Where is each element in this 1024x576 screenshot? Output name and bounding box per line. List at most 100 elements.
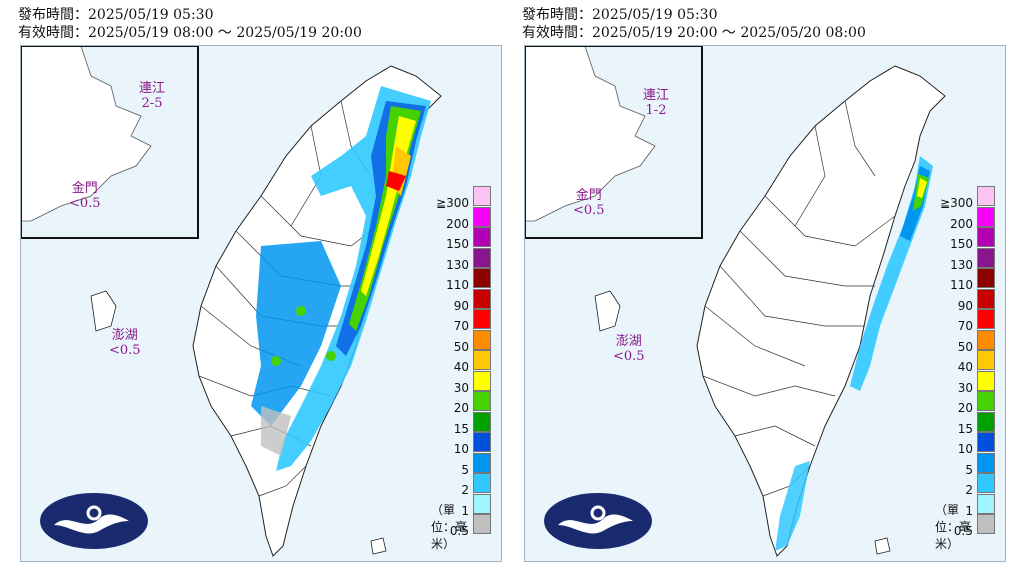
legend-row: 150: [431, 227, 491, 251]
legend-label: 30: [453, 380, 469, 395]
legend-label: 2: [965, 483, 973, 497]
legend-swatch: [977, 514, 995, 534]
legend-row: 2: [431, 473, 491, 497]
legend-label: 50: [957, 339, 973, 354]
legend-swatch: [977, 227, 995, 247]
legend-swatch: [977, 391, 995, 411]
legend-label: 20: [453, 401, 469, 415]
offshore-inset: [21, 46, 199, 239]
rainfall-map: 連江 2-5 金門 <0.5 澎湖 <0.5 ≧300 200 150 130 110 90 70…: [20, 45, 502, 562]
legend-label: 1: [461, 503, 469, 518]
legend-label: 40: [957, 360, 973, 374]
legend-swatch: [977, 268, 995, 288]
legend-row: 20: [935, 391, 995, 415]
legend-label: 70: [957, 319, 973, 333]
legend-label: 130: [446, 257, 469, 272]
rainfall-shading: [251, 86, 431, 471]
penghu-label: 澎湖 <0.5: [613, 334, 645, 364]
legend-label: 110: [446, 278, 469, 292]
color-scale: ≧300 200 150 130 110 90 70 50 40 30 20 15 10 5 2 1 0.5 （單…: [431, 186, 491, 551]
legend-label: 30: [957, 380, 973, 395]
legend-row: 130: [935, 247, 995, 272]
legend-row: 110: [935, 268, 995, 292]
legend-row: 90: [935, 288, 995, 313]
legend-row: 1: [431, 493, 491, 518]
legend-label: 0.5: [953, 524, 973, 538]
legend-row: 10: [935, 432, 995, 456]
legend-row: 70: [935, 309, 995, 333]
legend-swatch: [473, 309, 491, 329]
taiwan-island: [696, 65, 946, 557]
legend-row: 200: [935, 206, 995, 231]
legend-row: 0.5: [431, 514, 491, 538]
legend-label: 40: [453, 360, 469, 374]
legend-row: 150: [935, 227, 995, 251]
legend-swatch: [473, 329, 491, 350]
legend-swatch: [977, 493, 995, 514]
legend-label: 90: [957, 298, 973, 313]
legend-swatch: [977, 473, 995, 493]
legend-row: 110: [431, 268, 491, 292]
legend-row: 40: [431, 350, 491, 374]
legend-swatch: [977, 350, 995, 370]
legend-swatch: [977, 309, 995, 329]
legend-swatch: [977, 186, 995, 206]
taiwan-map: [21, 46, 442, 557]
legend-label: 70: [453, 319, 469, 333]
legend-label: 150: [950, 237, 973, 251]
cwa-logo-icon: [544, 493, 652, 549]
legend-label: 2: [461, 483, 469, 497]
legend-swatch: [473, 452, 491, 473]
legend-swatch: [473, 432, 491, 452]
unit-label: （單位：毫米）: [935, 503, 972, 551]
legend-label: 130: [950, 257, 973, 272]
legend-swatch: [473, 247, 491, 268]
offshore-inset: [525, 46, 703, 239]
legend-label: 200: [950, 216, 973, 231]
unit-label: （單位：毫米）: [431, 503, 468, 551]
color-scale: ≧300 200 150 130 110 90 70 50 40 30 20 15 10 5 2 1 0.5 （單…: [935, 186, 995, 551]
cwa-logo-icon: [40, 493, 148, 549]
forecast-panel-1: 發布時間：2025/05/19 05:30 有效時間：2025/05/19 08…: [18, 0, 518, 576]
panel-header: 發布時間：2025/05/19 05:30 有效時間：2025/05/19 08…: [18, 6, 362, 42]
legend-row: 0.5: [935, 514, 995, 538]
legend-label: 1: [965, 503, 973, 518]
rainfall-shading: [775, 156, 933, 551]
legend-label: 15: [453, 421, 469, 436]
legend-row: 10: [431, 432, 491, 456]
legend-swatch: [473, 206, 491, 227]
legend-label: 5: [965, 462, 973, 477]
legend-swatch: [977, 452, 995, 473]
legend-swatch: [977, 288, 995, 309]
legend-label: 20: [957, 401, 973, 415]
legend-row: 50: [935, 329, 995, 354]
valid-time: 有效時間：2025/05/19 20:00 ～ 2025/05/20 08:00: [522, 25, 866, 41]
legend-row: 30: [431, 370, 491, 395]
legend-swatch: [977, 206, 995, 227]
issue-time: 發布時間：2025/05/19 05:30: [18, 7, 214, 23]
legend-row: 40: [935, 350, 995, 374]
panel-header: 發布時間：2025/05/19 05:30 有效時間：2025/05/19 20…: [522, 6, 866, 42]
legend-row: 70: [431, 309, 491, 333]
matsu-label: 連江 1-2: [643, 88, 670, 118]
matsu-label: 連江 2-5: [139, 81, 166, 111]
legend-swatch: [473, 186, 491, 206]
legend-label: 110: [950, 278, 973, 292]
legend-swatch: [473, 514, 491, 534]
forecast-panel-2: 發布時間：2025/05/19 05:30 有效時間：2025/05/19 20…: [522, 0, 1022, 576]
legend-label: 200: [446, 216, 469, 231]
legend-label: 0.5: [449, 524, 469, 538]
legend-row: 90: [431, 288, 491, 313]
legend-label: 10: [453, 442, 469, 456]
legend-swatch: [977, 329, 995, 350]
legend-row: 20: [431, 391, 491, 415]
legend-label: 10: [957, 442, 973, 456]
legend-row: 1: [935, 493, 995, 518]
penghu-label: 澎湖 <0.5: [109, 328, 141, 358]
kinmen-label: 金門 <0.5: [573, 188, 605, 218]
issue-time: 發布時間：2025/05/19 05:30: [522, 7, 718, 23]
legend-row: 200: [431, 206, 491, 231]
legend-label: ≧300: [940, 196, 973, 210]
legend-swatch: [473, 288, 491, 309]
legend-row: 5: [935, 452, 995, 477]
